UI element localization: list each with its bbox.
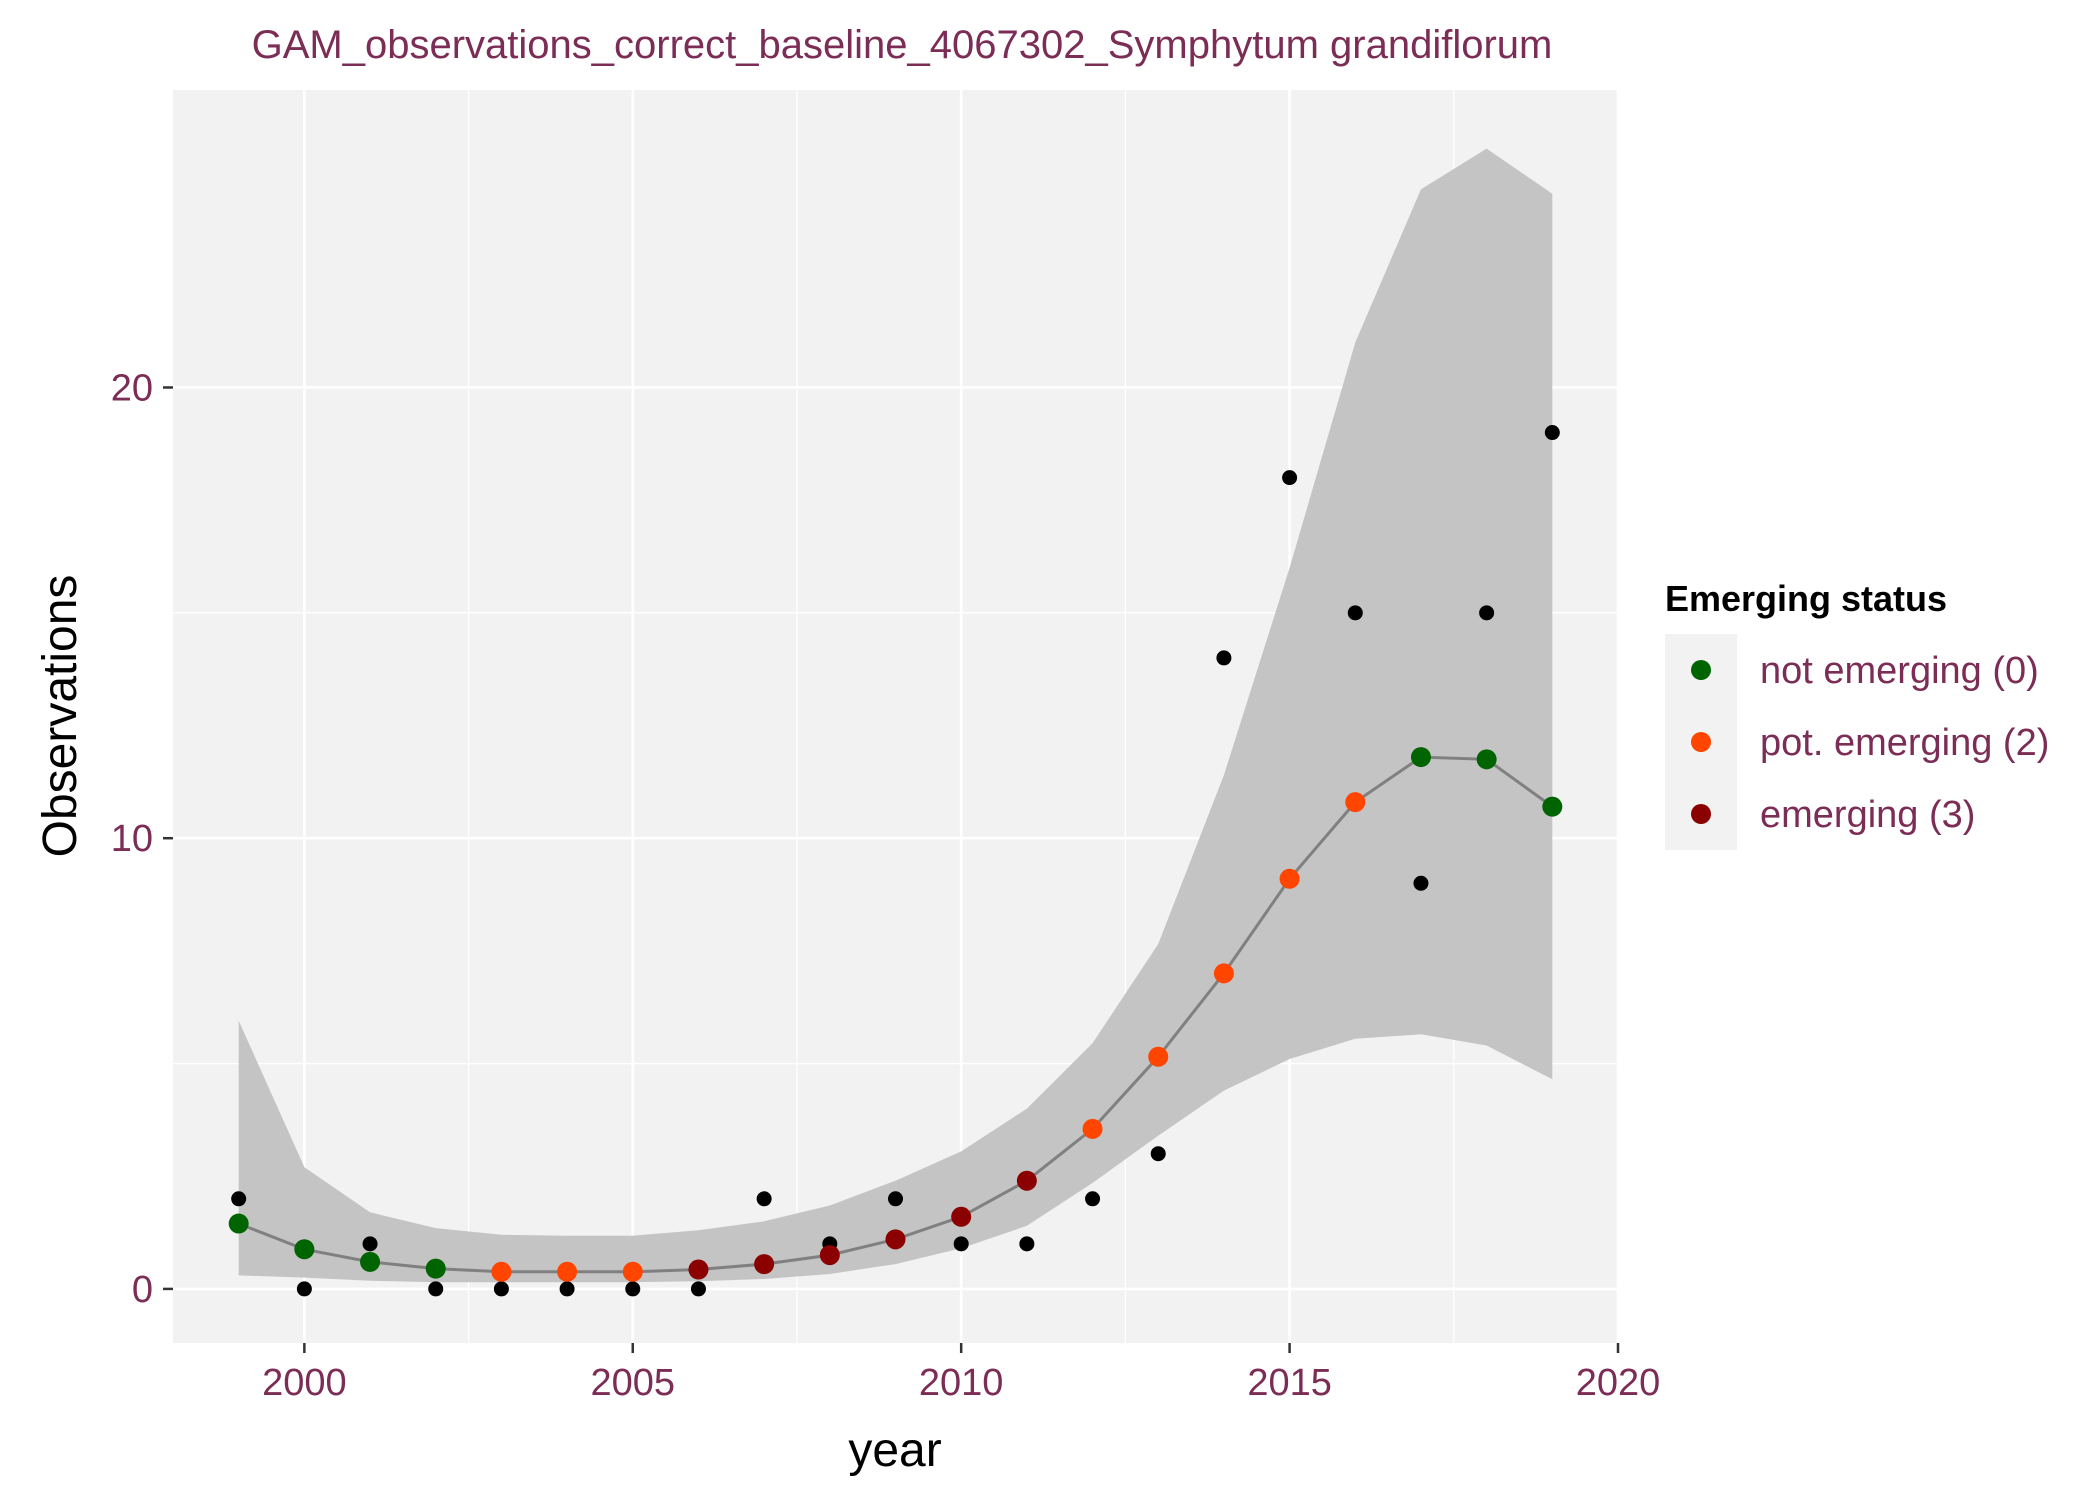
y-tick-label: 20 xyxy=(111,367,153,409)
fitted-point xyxy=(951,1206,972,1227)
legend-key xyxy=(1691,660,1711,680)
x-axis: 2000 2005 2010 2015 2020 xyxy=(262,1343,1660,1404)
fitted-point xyxy=(622,1261,643,1282)
legend-label: emerging (3) xyxy=(1760,794,1975,836)
fitted-point xyxy=(1082,1118,1103,1139)
observation-point xyxy=(362,1236,378,1252)
observation-points xyxy=(231,425,1560,1297)
fitted-point xyxy=(688,1259,709,1280)
observation-point xyxy=(1150,1146,1166,1162)
observation-point xyxy=(428,1281,444,1297)
observation-point xyxy=(1085,1191,1101,1207)
y-tick-label: 10 xyxy=(111,818,153,860)
fitted-point xyxy=(1213,963,1234,984)
fitted-point xyxy=(819,1245,840,1266)
observation-point xyxy=(231,1191,247,1207)
observation-point xyxy=(690,1281,706,1297)
x-tick-label: 2015 xyxy=(1247,1362,1332,1404)
fitted-point xyxy=(557,1261,578,1282)
observation-point xyxy=(559,1281,575,1297)
observation-point xyxy=(625,1281,641,1297)
observation-point xyxy=(493,1281,509,1297)
fitted-point xyxy=(754,1254,775,1275)
fitted-point xyxy=(491,1261,512,1282)
fitted-points xyxy=(228,747,1563,1282)
x-tick-label: 2010 xyxy=(919,1362,1004,1404)
y-axis: 0 10 20 xyxy=(111,367,173,1311)
legend-key xyxy=(1691,804,1711,824)
observation-point xyxy=(756,1191,772,1207)
observation-point xyxy=(953,1236,969,1252)
legend-key xyxy=(1691,732,1711,752)
legend-title: Emerging status xyxy=(1665,578,1947,619)
ribbon-area xyxy=(238,148,1553,1283)
x-tick-label: 2000 xyxy=(262,1362,347,1404)
x-axis-title: year xyxy=(848,1424,941,1477)
fitted-point xyxy=(228,1213,249,1234)
fitted-point xyxy=(1542,796,1563,817)
observation-point xyxy=(1347,605,1363,621)
y-tick-label: 0 xyxy=(132,1269,153,1311)
x-tick-label: 2020 xyxy=(1576,1362,1661,1404)
fitted-point xyxy=(425,1258,446,1279)
confidence-ribbon xyxy=(238,148,1553,1283)
y-axis-title: Observations xyxy=(34,575,87,858)
observation-point xyxy=(1544,425,1560,441)
fitted-point xyxy=(1016,1170,1037,1191)
observation-point xyxy=(1216,650,1232,666)
fitted-point xyxy=(885,1229,906,1250)
observation-point xyxy=(296,1281,312,1297)
chart-title: GAM_observations_correct_baseline_406730… xyxy=(252,23,1553,67)
legend-label: pot. emerging (2) xyxy=(1760,722,2049,764)
fitted-point xyxy=(1476,749,1497,770)
fitted-point xyxy=(1410,747,1431,768)
observation-point xyxy=(1479,605,1495,621)
observation-point xyxy=(1282,470,1298,486)
fitted-point xyxy=(1148,1046,1169,1067)
legend: Emerging status not emerging (0) pot. eme… xyxy=(1665,578,2049,850)
fitted-point xyxy=(360,1251,381,1272)
observation-point xyxy=(1019,1236,1035,1252)
observation-point xyxy=(1413,875,1429,891)
fitted-point xyxy=(1345,792,1366,813)
fitted-point xyxy=(1279,868,1300,889)
fitted-point xyxy=(294,1239,315,1260)
observation-point xyxy=(888,1191,903,1207)
legend-label: not emerging (0) xyxy=(1760,650,2039,692)
x-tick-label: 2005 xyxy=(590,1362,675,1404)
